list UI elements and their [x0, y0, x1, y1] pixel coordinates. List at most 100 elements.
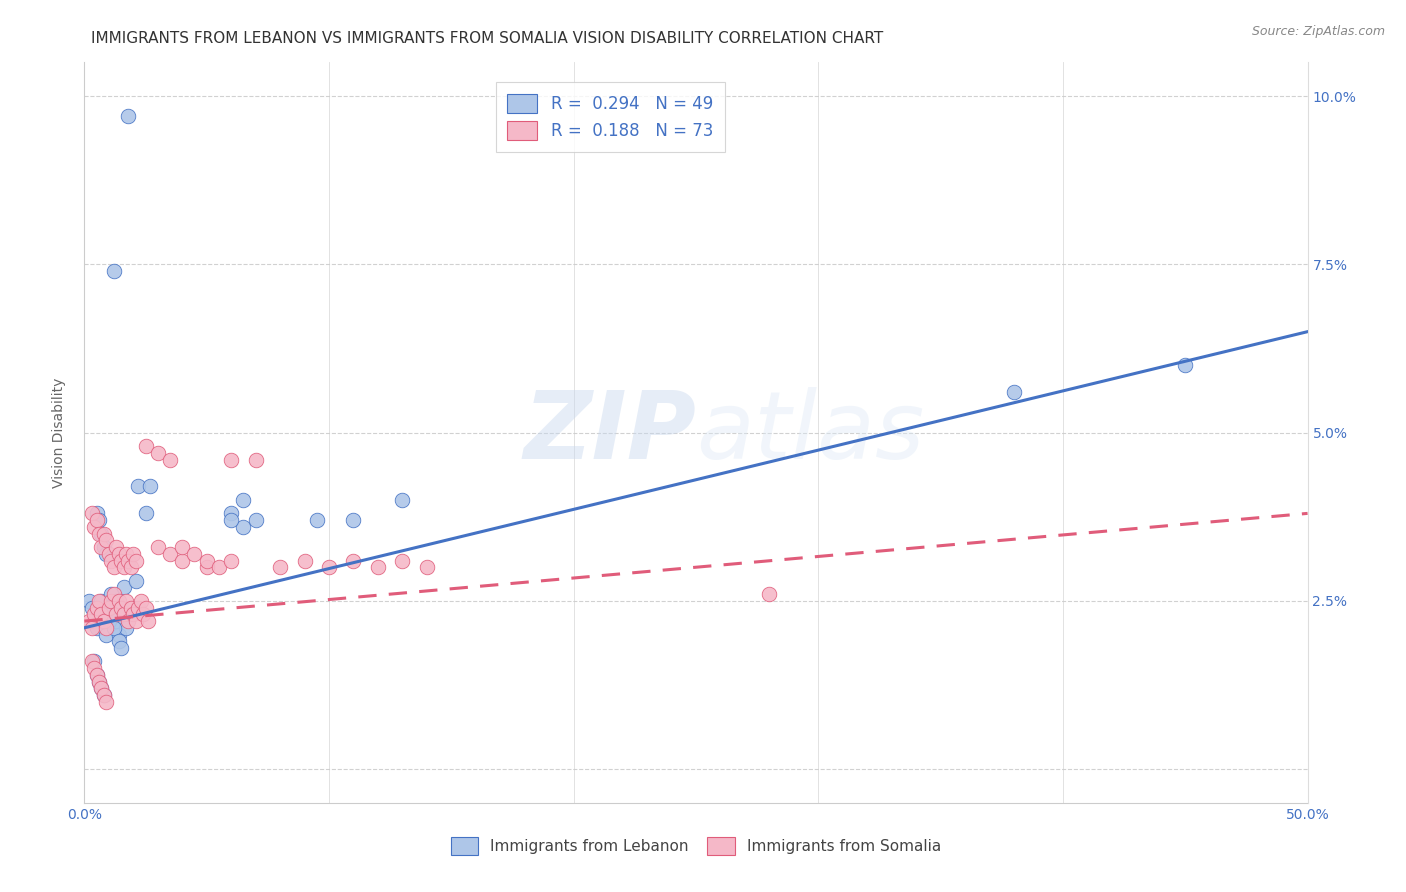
Point [1002, 385, 1025, 400]
Point [80, 600, 103, 615]
Point [416, 560, 439, 574]
Point [125, 574, 148, 588]
Point [96, 533, 118, 548]
Point [112, 607, 135, 622]
Point [107, 634, 129, 648]
Point [96, 621, 118, 635]
Point [96, 695, 118, 709]
Point [127, 479, 149, 493]
Point [80, 655, 103, 669]
Point [87, 513, 110, 527]
Point [219, 553, 242, 567]
Point [93, 688, 115, 702]
Point [87, 526, 110, 541]
Point [120, 560, 142, 574]
Point [232, 520, 254, 534]
Point [87, 607, 110, 622]
Point [107, 627, 129, 641]
Y-axis label: Vision Disability: Vision Disability [52, 377, 66, 488]
Point [122, 600, 145, 615]
Point [103, 621, 125, 635]
Point [83, 661, 105, 675]
Point [100, 594, 122, 608]
Point [103, 264, 125, 278]
Point [87, 674, 110, 689]
Point [245, 452, 267, 467]
Point [100, 607, 122, 622]
Point [93, 688, 115, 702]
Point [127, 600, 149, 615]
Point [83, 655, 105, 669]
Legend: Immigrants from Lebanon, Immigrants from Somalia: Immigrants from Lebanon, Immigrants from… [440, 827, 952, 865]
Point [367, 560, 389, 574]
Point [269, 560, 291, 574]
Point [97, 600, 120, 615]
Text: Source: ZipAtlas.com: Source: ZipAtlas.com [1251, 25, 1385, 38]
Point [110, 600, 132, 615]
Point [100, 587, 122, 601]
Point [391, 553, 413, 567]
Point [93, 540, 115, 554]
Point [136, 614, 159, 628]
Point [86, 621, 108, 635]
Point [219, 513, 242, 527]
Point [117, 109, 139, 123]
Point [100, 553, 122, 567]
Point [122, 547, 145, 561]
Point [1174, 359, 1197, 373]
Point [93, 614, 115, 628]
Point [342, 513, 364, 527]
Point [110, 600, 132, 615]
Point [97, 547, 120, 561]
Point [129, 594, 152, 608]
Point [758, 587, 780, 601]
Point [103, 560, 125, 574]
Point [110, 553, 132, 567]
Point [97, 614, 120, 628]
Point [112, 560, 135, 574]
Point [195, 553, 218, 567]
Point [305, 513, 328, 527]
Point [105, 540, 128, 554]
Point [90, 526, 112, 541]
Point [146, 446, 169, 460]
Point [195, 560, 218, 574]
Point [86, 668, 108, 682]
Point [159, 547, 181, 561]
Point [183, 547, 205, 561]
Point [96, 547, 118, 561]
Point [107, 547, 129, 561]
Point [90, 607, 112, 622]
Point [86, 600, 108, 615]
Point [135, 600, 157, 615]
Point [93, 614, 115, 628]
Point [90, 681, 112, 696]
Point [139, 479, 162, 493]
Point [90, 540, 112, 554]
Point [90, 681, 112, 696]
Point [93, 526, 115, 541]
Point [219, 452, 242, 467]
Point [219, 507, 242, 521]
Point [115, 621, 138, 635]
Text: atlas: atlas [696, 387, 924, 478]
Point [96, 627, 118, 641]
Point [125, 614, 148, 628]
Point [172, 553, 194, 567]
Point [132, 607, 155, 622]
Point [83, 614, 105, 628]
Point [342, 553, 364, 567]
Text: IMMIGRANTS FROM LEBANON VS IMMIGRANTS FROM SOMALIA VISION DISABILITY CORRELATION: IMMIGRANTS FROM LEBANON VS IMMIGRANTS FR… [91, 31, 883, 46]
Point [86, 507, 108, 521]
Point [208, 560, 231, 574]
Point [87, 594, 110, 608]
Point [83, 607, 105, 622]
Point [245, 513, 267, 527]
Point [97, 600, 120, 615]
Point [87, 674, 110, 689]
Point [294, 553, 316, 567]
Point [86, 513, 108, 527]
Point [115, 594, 138, 608]
Point [110, 640, 132, 655]
Point [120, 607, 142, 622]
